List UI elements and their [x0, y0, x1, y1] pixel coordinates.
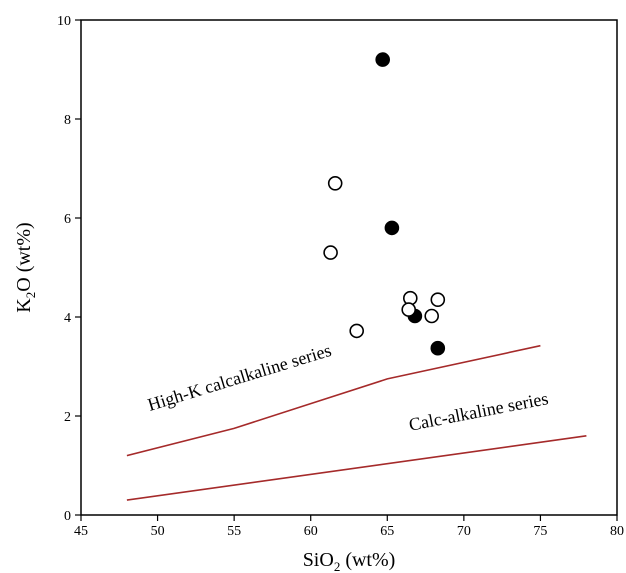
y-tick-label: 4: [64, 311, 71, 326]
series-boundary-line: [126, 435, 587, 501]
axis-ticks: 45 50 55 60 65 70 75 80 0 2 4 6 8 10: [57, 14, 624, 539]
x-tick-label: 75: [533, 524, 547, 539]
x-axis-title-rest: (wt%): [340, 549, 395, 571]
open-data-point: [424, 308, 440, 324]
y-tick-label: 10: [57, 14, 71, 29]
y-tick-label: 0: [64, 509, 71, 524]
open-data-point: [327, 176, 343, 191]
series-annotation: High-K calcalkaline series: [145, 340, 333, 415]
x-tick-label: 45: [74, 524, 88, 539]
y-tick-label: 8: [64, 113, 71, 128]
y-axis-title-main: K: [13, 298, 35, 313]
x-tick-label: 55: [227, 524, 241, 539]
plot-frame: [80, 19, 618, 516]
x-tick-label: 80: [610, 524, 624, 539]
open-data-point: [349, 323, 365, 339]
open-data-point: [430, 292, 446, 308]
series-boundary-lines: [126, 344, 587, 501]
x-tick-label: 50: [151, 524, 165, 539]
series-annotation: Calc-alkaline series: [407, 388, 550, 435]
y-tick-label: 2: [64, 410, 71, 425]
y-axis-title-rest: O (wt%): [13, 222, 35, 291]
series-annotations: High-K calcalkaline series Calc-alkaline …: [145, 340, 550, 435]
filled-data-point: [375, 52, 391, 67]
x-axis-title: SiO2 (wt%): [303, 549, 396, 573]
filled-data-point: [384, 220, 400, 236]
data-points: [323, 52, 446, 356]
open-data-point: [401, 302, 417, 317]
x-axis-title-main: SiO: [303, 549, 334, 571]
filled-data-point: [430, 340, 446, 356]
x-tick-label: 60: [304, 524, 318, 539]
open-data-point: [323, 245, 338, 260]
x-tick-label: 70: [457, 524, 471, 539]
y-axis-title: K2O (wt%): [13, 222, 38, 312]
y-tick-label: 6: [64, 212, 71, 227]
x-axis-title-subscript: 2: [334, 559, 341, 573]
x-tick-label: 65: [380, 524, 394, 539]
y-axis-title-subscript: 2: [23, 292, 38, 299]
series-boundary-line: [126, 344, 541, 457]
